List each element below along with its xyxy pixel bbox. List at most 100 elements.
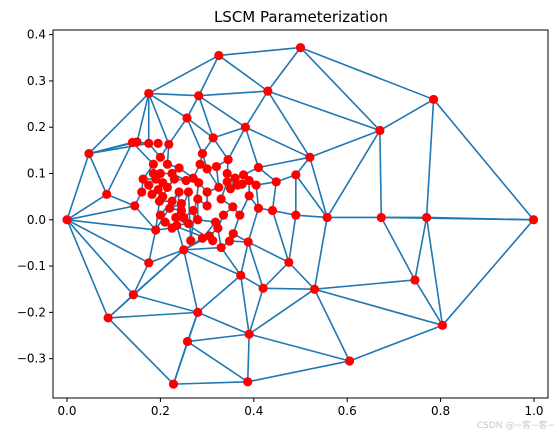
x-tick-label: 0.6 (338, 404, 357, 418)
plot-frame (52, 29, 549, 399)
mesh-vertex (223, 155, 233, 165)
mesh-edge (267, 90, 381, 132)
x-axis-ticks: 0.0 0.2 0.4 0.6 0.8 1.0 (57, 398, 544, 418)
watermark-text: CSDN @~客~客~ (476, 421, 555, 431)
mesh-vertex (375, 125, 385, 136)
mesh-vertex (244, 191, 254, 201)
mesh-vertex (271, 177, 281, 187)
mesh-vertex (128, 290, 138, 300)
mesh-vertex (155, 168, 166, 179)
mesh-vertex (208, 133, 218, 143)
mesh-edge (182, 249, 199, 313)
mesh-edge (136, 93, 150, 143)
axes-frame (52, 29, 549, 399)
mesh-vertex (174, 163, 184, 173)
mesh-edge (187, 333, 250, 343)
mesh-vertex (244, 175, 254, 186)
mesh-vertex (428, 94, 439, 105)
mesh-vertex (218, 210, 229, 220)
mesh-vertex (305, 152, 315, 162)
mesh-edge (66, 219, 150, 264)
mesh-vertex (291, 210, 301, 220)
mesh-vertex (62, 215, 72, 225)
mesh-vertex (138, 174, 148, 184)
mesh-edge (212, 126, 246, 139)
y-tick-label: 0.3 (27, 74, 46, 88)
mesh-edge (248, 288, 315, 335)
mesh-vertex (176, 205, 187, 216)
mesh-vertex (222, 177, 232, 187)
mesh-edge (66, 153, 90, 221)
mesh-vertex (224, 236, 235, 246)
mesh-vertex (188, 205, 198, 216)
mesh-edge (313, 288, 351, 362)
mesh-vertex (210, 217, 221, 227)
mesh-vertex (309, 284, 320, 294)
mesh-edge (173, 380, 248, 385)
mesh-vertex (164, 139, 174, 149)
mesh-vertex (102, 189, 112, 199)
mesh-vertex (214, 50, 224, 61)
mesh-vertex (193, 215, 203, 225)
mesh-edge (186, 117, 214, 139)
mesh-vertex (202, 187, 212, 197)
mesh-vertex (253, 162, 264, 173)
mesh-vertex (216, 194, 226, 204)
mesh-edge (187, 191, 192, 241)
mesh-edge (441, 219, 535, 326)
mesh-vertex (188, 173, 198, 183)
mesh-edge (246, 334, 250, 382)
mesh-edge (295, 214, 328, 219)
mesh-edge (247, 360, 350, 383)
mesh-vertex (243, 237, 253, 247)
mesh-vertex (376, 212, 386, 223)
mesh-vertex (410, 275, 420, 285)
mesh-edge (66, 205, 135, 221)
mesh-vertex (167, 196, 177, 206)
mesh-edge (314, 279, 415, 291)
mesh-edge (239, 275, 250, 335)
mesh-vertex (154, 196, 165, 206)
mesh-edge (186, 117, 204, 154)
x-tick-label: 0.4 (244, 404, 263, 418)
mesh-vertex (176, 198, 187, 209)
mesh-edge (107, 317, 175, 385)
mesh-edge (187, 340, 249, 383)
mesh-vertex (437, 320, 448, 330)
x-tick-label: 0.0 (57, 404, 76, 418)
mesh-edge (313, 217, 328, 290)
mesh-vertex (167, 223, 177, 233)
mesh-edge (247, 241, 264, 289)
chart-title: LSCM Parameterization (214, 8, 388, 26)
mesh-edge (227, 126, 247, 160)
mesh-edge (300, 46, 434, 101)
mesh-vertex (162, 159, 173, 169)
mesh-vertex (171, 212, 181, 223)
mesh-vertex (322, 212, 332, 223)
mesh-vertex (225, 184, 236, 194)
x-tick-label: 1.0 (524, 404, 543, 418)
mesh-edge (133, 294, 198, 314)
mesh-edge (263, 287, 315, 291)
mesh-edge (66, 219, 134, 296)
mesh-vertex (193, 307, 203, 317)
y-axis-ticks: −0.3 −0.2 −0.1 0.0 0.1 0.2 0.3 0.4 (17, 28, 53, 366)
mesh-edge (262, 261, 290, 289)
mesh-edge (247, 207, 260, 243)
mesh-vertex (183, 187, 194, 197)
mesh-edge (218, 54, 269, 92)
mesh-vertex (165, 203, 175, 213)
mesh-vertex (222, 168, 232, 179)
mesh-edge (414, 217, 428, 281)
mesh-vertex (235, 210, 245, 220)
mesh-edge (197, 274, 242, 313)
mesh-vertex (197, 233, 208, 243)
mesh-vertex (230, 173, 240, 183)
mesh-edge (247, 241, 290, 264)
mesh-edge (148, 249, 185, 264)
mesh-vertex (344, 356, 355, 366)
mesh-vertex (193, 194, 203, 204)
mesh-edge (271, 210, 290, 263)
mesh-vertex (202, 164, 212, 174)
